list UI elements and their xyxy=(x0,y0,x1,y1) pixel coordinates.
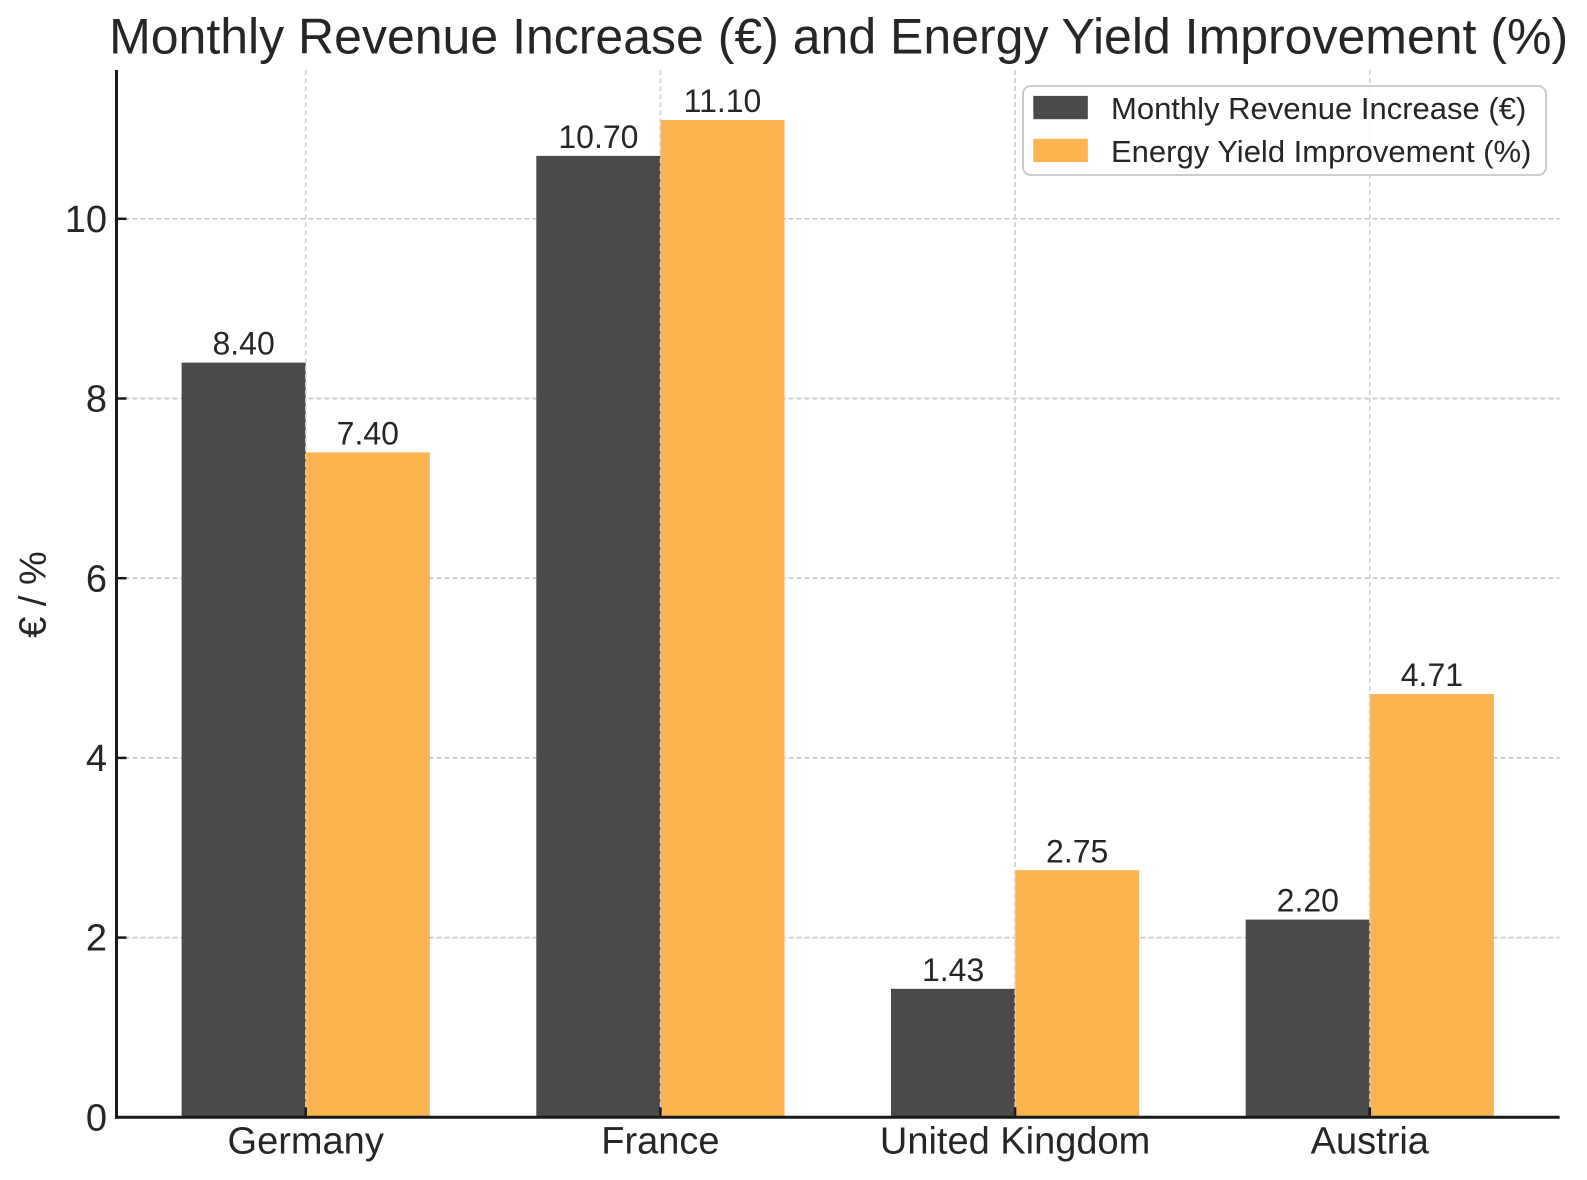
svg-text:Energy Yield Improvement (%): Energy Yield Improvement (%) xyxy=(1111,134,1531,169)
svg-text:4: 4 xyxy=(86,738,107,780)
svg-text:7.40: 7.40 xyxy=(337,416,399,452)
svg-text:2.75: 2.75 xyxy=(1046,833,1108,869)
svg-text:8: 8 xyxy=(86,379,107,421)
svg-text:10.70: 10.70 xyxy=(558,119,638,155)
svg-text:11.10: 11.10 xyxy=(684,83,762,119)
svg-text:6: 6 xyxy=(86,558,107,600)
svg-text:1.43: 1.43 xyxy=(922,952,984,988)
svg-text:0: 0 xyxy=(86,1097,107,1139)
svg-text:Austria: Austria xyxy=(1311,1121,1430,1163)
svg-text:2.20: 2.20 xyxy=(1277,883,1339,919)
svg-text:Germany: Germany xyxy=(228,1121,384,1163)
svg-text:2: 2 xyxy=(86,918,107,960)
svg-text:€ / %: € / % xyxy=(13,551,55,638)
svg-text:United Kingdom: United Kingdom xyxy=(880,1121,1150,1163)
svg-text:4.71: 4.71 xyxy=(1401,657,1463,693)
svg-text:10: 10 xyxy=(65,199,107,241)
svg-text:8.40: 8.40 xyxy=(212,326,274,362)
svg-text:Monthly Revenue Increase (€) a: Monthly Revenue Increase (€) and Energy … xyxy=(109,8,1568,64)
svg-text:Monthly Revenue Increase (€): Monthly Revenue Increase (€) xyxy=(1111,91,1526,126)
svg-text:France: France xyxy=(601,1121,719,1163)
